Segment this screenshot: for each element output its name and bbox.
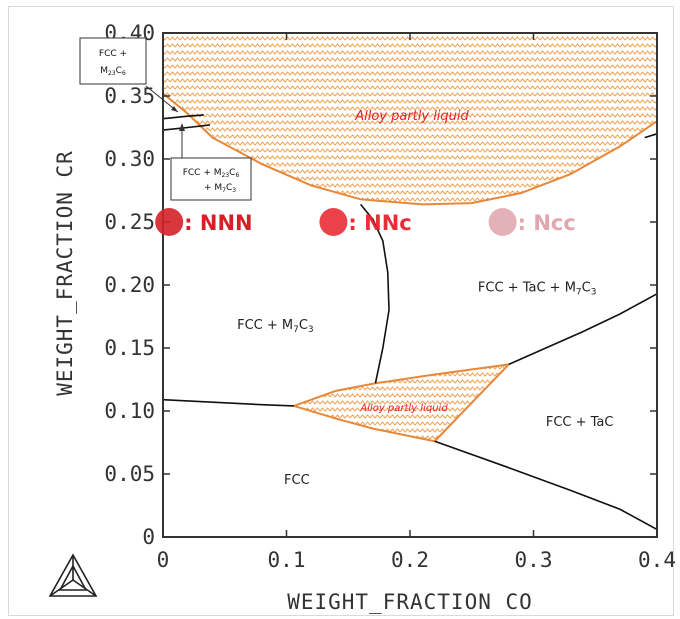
liquid-label-top: Alloy partly liquid (354, 109, 469, 124)
callout-fcc-m23c6-m7c3: FCC + M23C6 + M7C3 (170, 123, 252, 201)
y-tick-label: 0.35 (104, 84, 155, 108)
phase-boundaries (162, 114, 658, 531)
y-tick-label: 0.30 (104, 147, 155, 171)
marker-label: : Ncc (518, 211, 576, 235)
boundary-m23c6-line-2 (162, 124, 211, 131)
y-tick-label: 0.20 (104, 273, 155, 297)
y-tick-label: 0.05 (104, 462, 155, 486)
phase-labels: FCC + M7C3 FCC + TaC + M7C3 FCC + TaC FCC (237, 280, 613, 488)
x-axis-label: WEIGHT_FRACTION CO (287, 590, 533, 614)
x-tick-label: 0.4 (638, 548, 676, 572)
x-tick-label: 0.3 (515, 548, 553, 572)
x-tick-label: 0.2 (391, 548, 429, 572)
marker-label: : NNN (184, 211, 252, 235)
callout-arrowhead (171, 106, 178, 112)
boundary-m23c6-line-1 (162, 114, 204, 120)
x-tick-label: 0 (157, 548, 170, 572)
phase-label: FCC + M7C3 (237, 318, 314, 335)
boundary-m7c3-tac-vertical (359, 203, 390, 384)
marker-dot (488, 208, 517, 236)
callout-leader (145, 85, 179, 113)
boundary-fcc-fcc-tac (434, 440, 658, 531)
callout-fcc-m23c6: FCC + M23C6 (79, 37, 179, 113)
figure-frame (8, 6, 674, 616)
callout-arrowhead (179, 123, 185, 131)
marker-dot (155, 208, 184, 236)
boundary-fcc-fcc-m7c3 (162, 398, 294, 407)
callout-box (170, 157, 252, 201)
y-axis-ticks: 00.050.100.150.200.250.300.350.40 (104, 21, 657, 549)
y-tick-label: 0.15 (104, 336, 155, 360)
callout-line: FCC + M23C6 (183, 168, 240, 179)
boundary-fcc-tac-upper (508, 293, 658, 366)
marker-label: : NNc (348, 211, 411, 235)
thermo-calc-triangle-logo (48, 553, 98, 597)
y-axis-label: WEIGHT_FRACTION CR (53, 150, 77, 396)
callout-line: FCC + (99, 49, 127, 59)
phase-label: FCC (284, 473, 310, 488)
marker-dot (319, 208, 348, 236)
x-axis-ticks: 0 0.1 0.2 0.3 0.4 (157, 33, 676, 572)
y-tick-label: 0.25 (104, 210, 155, 234)
callout-line: M23C6 (100, 66, 126, 77)
x-tick-label: 0.1 (268, 548, 306, 572)
liquid-labels: Alloy partly liquid Alloy partly liquid (354, 109, 469, 414)
composition-markers: : NNN : NNc : Ncc (155, 208, 576, 236)
y-tick-label: 0.10 (104, 399, 155, 423)
y-tick-label: 0 (142, 525, 155, 549)
callout-line: + M7C3 (204, 183, 236, 194)
phase-label: FCC + TaC (546, 415, 614, 430)
phase-label: FCC + TaC + M7C3 (478, 280, 597, 297)
liquid-regions (162, 32, 658, 443)
liquid-region-0 (162, 32, 658, 206)
boundary-right-edge-line (644, 133, 658, 139)
liquid-label-bottom: Alloy partly liquid (359, 403, 448, 414)
callout-box (79, 37, 147, 85)
